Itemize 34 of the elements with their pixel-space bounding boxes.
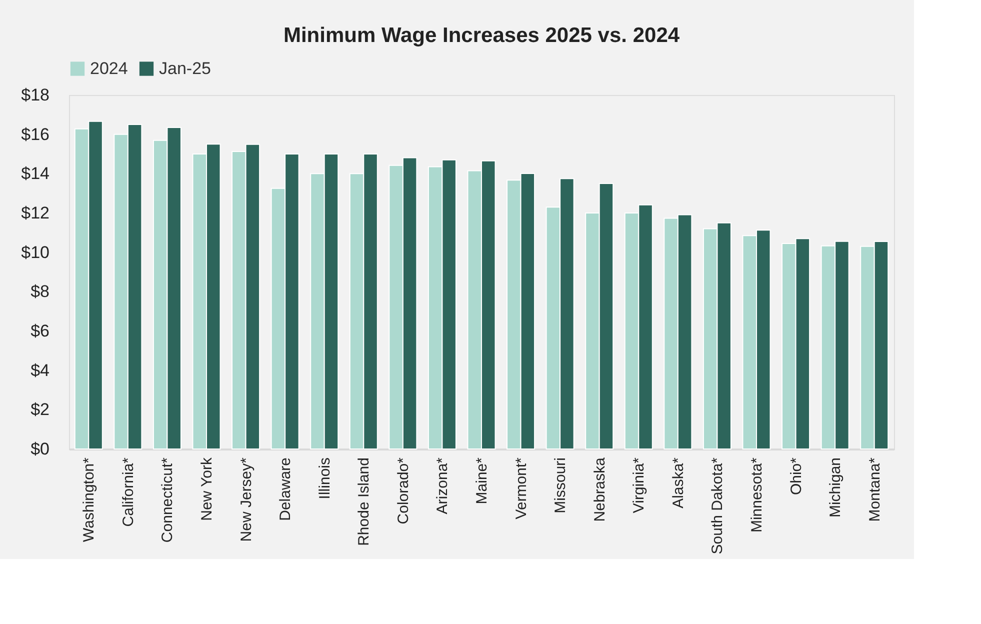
chart-title: Minimum Wage Increases 2025 vs. 2024	[283, 24, 680, 47]
y-tick-label: $8	[30, 282, 50, 302]
x-tick-label: Vermont*	[512, 457, 530, 520]
x-tick-label: Connecticut*	[159, 457, 176, 543]
x-tick-label: Alaska*	[670, 457, 687, 508]
legend-label: 2024	[90, 58, 128, 78]
legend-label: Jan-25	[159, 58, 211, 78]
x-tick-label: Arizona*	[434, 457, 452, 514]
y-tick-label: $10	[21, 242, 50, 262]
y-tick-label: $18	[21, 86, 50, 104]
x-tick-label: California*	[120, 457, 137, 527]
y-tick-label: $12	[21, 204, 50, 222]
x-tick-label: New Jersey*	[238, 457, 255, 542]
x-tick-label: Virginia*	[630, 457, 648, 514]
y-tick-label: $4	[30, 360, 50, 380]
y-tick-label: $16	[21, 124, 50, 144]
y-tick-label: $14	[21, 164, 50, 184]
x-tick-label: Washington*	[80, 457, 98, 542]
x-tick-label: Colorado*	[394, 457, 412, 524]
y-tick-label: $2	[30, 400, 50, 420]
x-tick-label: South Dakota*	[709, 457, 726, 554]
x-tick-label: Illinois	[316, 458, 334, 500]
x-tick-label: Michigan	[827, 458, 844, 518]
x-tick-label: Maine*	[474, 457, 490, 504]
y-tick-label: $0	[30, 440, 50, 458]
x-tick-label: New York	[198, 457, 216, 521]
x-tick-label: Montana*	[866, 457, 884, 522]
x-tick-label: Minnesota*	[748, 457, 766, 533]
x-tick-label: Nebraska	[591, 456, 608, 522]
y-tick-label: $6	[30, 322, 50, 340]
x-tick-label: Delaware	[277, 458, 294, 521]
x-tick-label: Missouri	[552, 458, 570, 514]
x-tick-label: Ohio*	[788, 457, 805, 496]
x-tick-label: Rhode Island	[356, 458, 373, 546]
